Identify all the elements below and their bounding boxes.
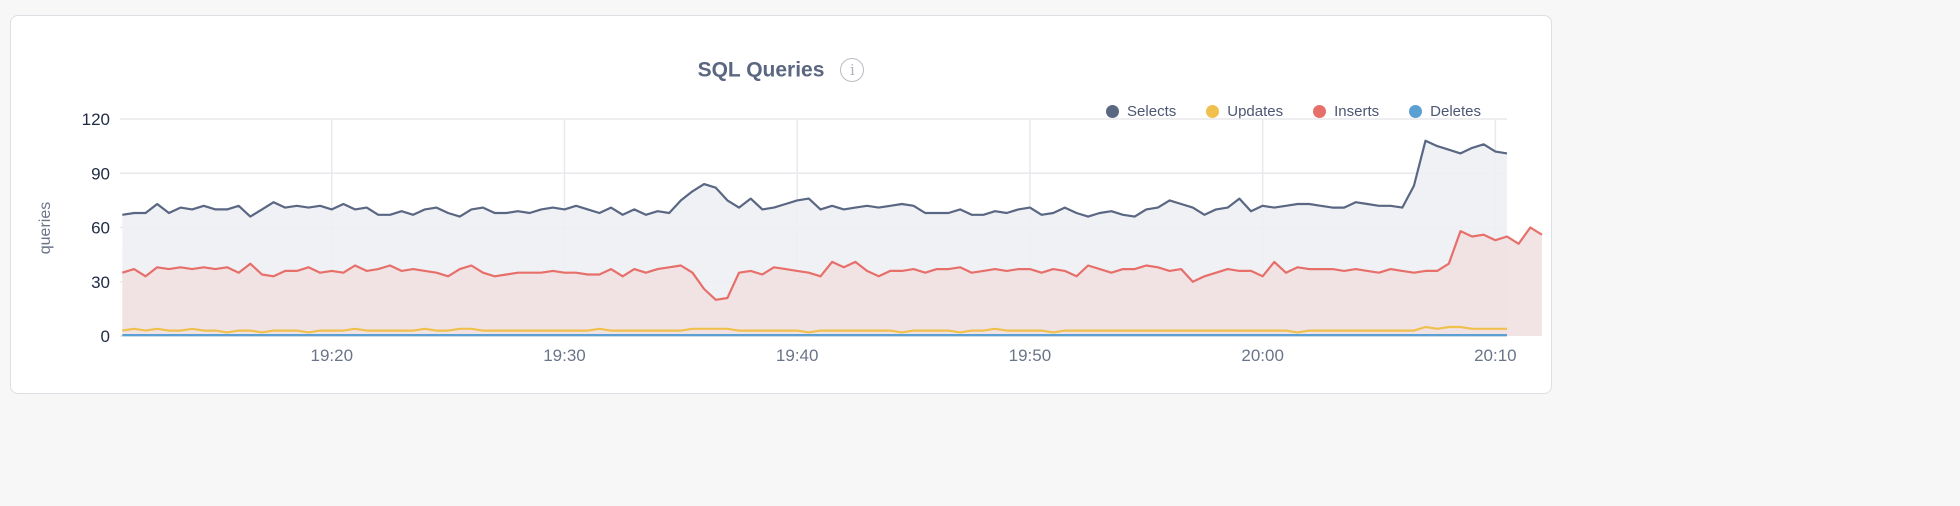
legend-item-selects[interactable]: Selects — [1106, 103, 1176, 120]
legend-item-inserts[interactable]: Inserts — [1313, 103, 1379, 120]
legend-dot-icon — [1409, 105, 1423, 118]
legend-item-updates[interactable]: Updates — [1206, 103, 1283, 120]
area-inserts — [122, 227, 1542, 336]
series-line-inserts[interactable] — [121, 226, 1543, 301]
legend-dot-icon — [1313, 105, 1327, 118]
chart-title-row: SQL Queries i — [11, 58, 1551, 83]
x-tick-label: 19:50 — [1009, 346, 1052, 365]
legend-item-deletes[interactable]: Deletes — [1409, 103, 1481, 120]
chart-title: SQL Queries — [697, 58, 825, 82]
info-circle-icon[interactable]: i — [840, 58, 865, 83]
y-tick-label: 120 — [82, 110, 110, 129]
legend-label: Updates — [1227, 103, 1284, 120]
x-tick-label: 20:00 — [1241, 346, 1284, 365]
x-tick-label: 20:10 — [1474, 346, 1517, 365]
legend-dot-icon — [1206, 105, 1220, 118]
series-line-updates[interactable] — [122, 325, 1507, 334]
y-tick-label: 0 — [101, 327, 110, 346]
legend-dot-icon — [1106, 105, 1120, 118]
x-tick-label: 19:40 — [776, 346, 819, 365]
x-tick-label: 19:30 — [543, 346, 586, 365]
y-tick-label: 30 — [91, 273, 110, 292]
legend-label: Inserts — [1334, 103, 1380, 120]
legend-label: Deletes — [1430, 103, 1481, 120]
y-axis-label: queries — [37, 202, 54, 254]
y-tick-label: 60 — [91, 219, 110, 238]
series-line-selects[interactable] — [122, 139, 1508, 218]
y-tick-label: 90 — [91, 164, 110, 183]
legend-label: Selects — [1127, 103, 1177, 120]
legend: Selects Updates Inserts Deletes — [1106, 103, 1481, 120]
x-tick-label: 19:20 — [311, 346, 354, 365]
